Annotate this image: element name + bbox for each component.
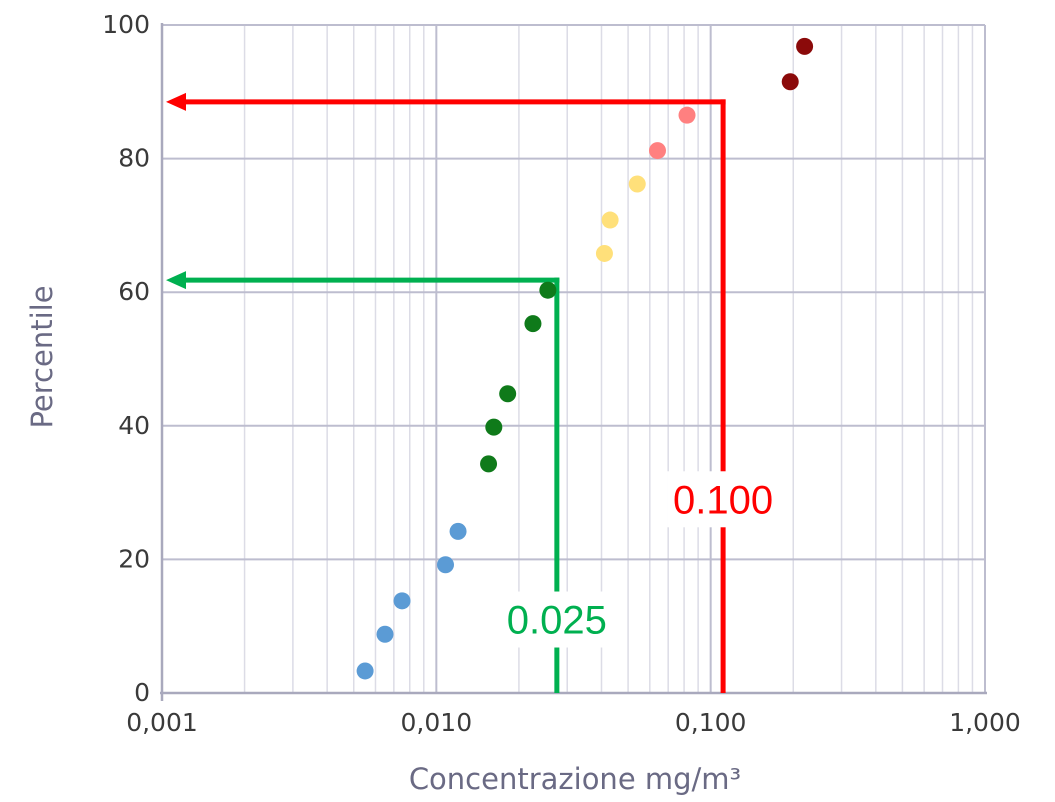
data-point <box>449 522 467 540</box>
data-point <box>356 662 374 680</box>
x-tick-labels: 0,001 0,010 0,100 1,000 <box>126 708 1021 737</box>
data-point <box>678 106 696 124</box>
y-tick-label: 0 <box>134 678 150 707</box>
threshold-label: 0.100 <box>673 478 773 522</box>
data-point <box>648 142 666 160</box>
threshold-arrowhead <box>166 271 186 290</box>
data-point <box>524 315 542 333</box>
data-point <box>393 592 411 610</box>
data-point <box>595 244 613 262</box>
x-tick-label: 0,001 <box>126 708 198 737</box>
data-point <box>796 37 814 55</box>
x-axis-title: Concentrazione mg/m³ <box>409 762 741 796</box>
threshold-markers: 0.025 0.100 <box>166 92 780 693</box>
threshold-0: 0.025 <box>166 271 613 693</box>
data-point <box>480 455 498 473</box>
plot-axes <box>160 23 987 701</box>
y-tick-label: 60 <box>118 277 150 306</box>
data-point <box>628 175 646 193</box>
threshold-label-background <box>667 471 780 528</box>
data-point <box>539 281 557 299</box>
y-axis-title: Percentile <box>25 285 59 428</box>
data-point <box>485 418 503 436</box>
y-tick-label: 80 <box>118 144 150 173</box>
data-point <box>601 211 619 229</box>
threshold-label: 0.025 <box>507 599 607 643</box>
data-points <box>356 37 814 680</box>
threshold-arrowhead <box>166 92 186 111</box>
minor-gridlines <box>243 25 974 693</box>
data-point <box>499 385 517 403</box>
threshold-1: 0.100 <box>166 92 780 693</box>
data-point <box>376 625 394 643</box>
x-tick-label: 1,000 <box>949 708 1021 737</box>
y-tick-labels: 0 20 40 60 80 100 <box>102 10 150 707</box>
y-tick-label: 100 <box>102 10 150 39</box>
data-point <box>437 556 455 574</box>
y-tick-label: 40 <box>118 411 150 440</box>
data-point <box>781 73 799 91</box>
x-tick-label: 0,100 <box>675 708 747 737</box>
x-tick-label: 0,010 <box>401 708 473 737</box>
y-tick-label: 20 <box>118 544 150 573</box>
threshold-label-background <box>500 591 613 648</box>
